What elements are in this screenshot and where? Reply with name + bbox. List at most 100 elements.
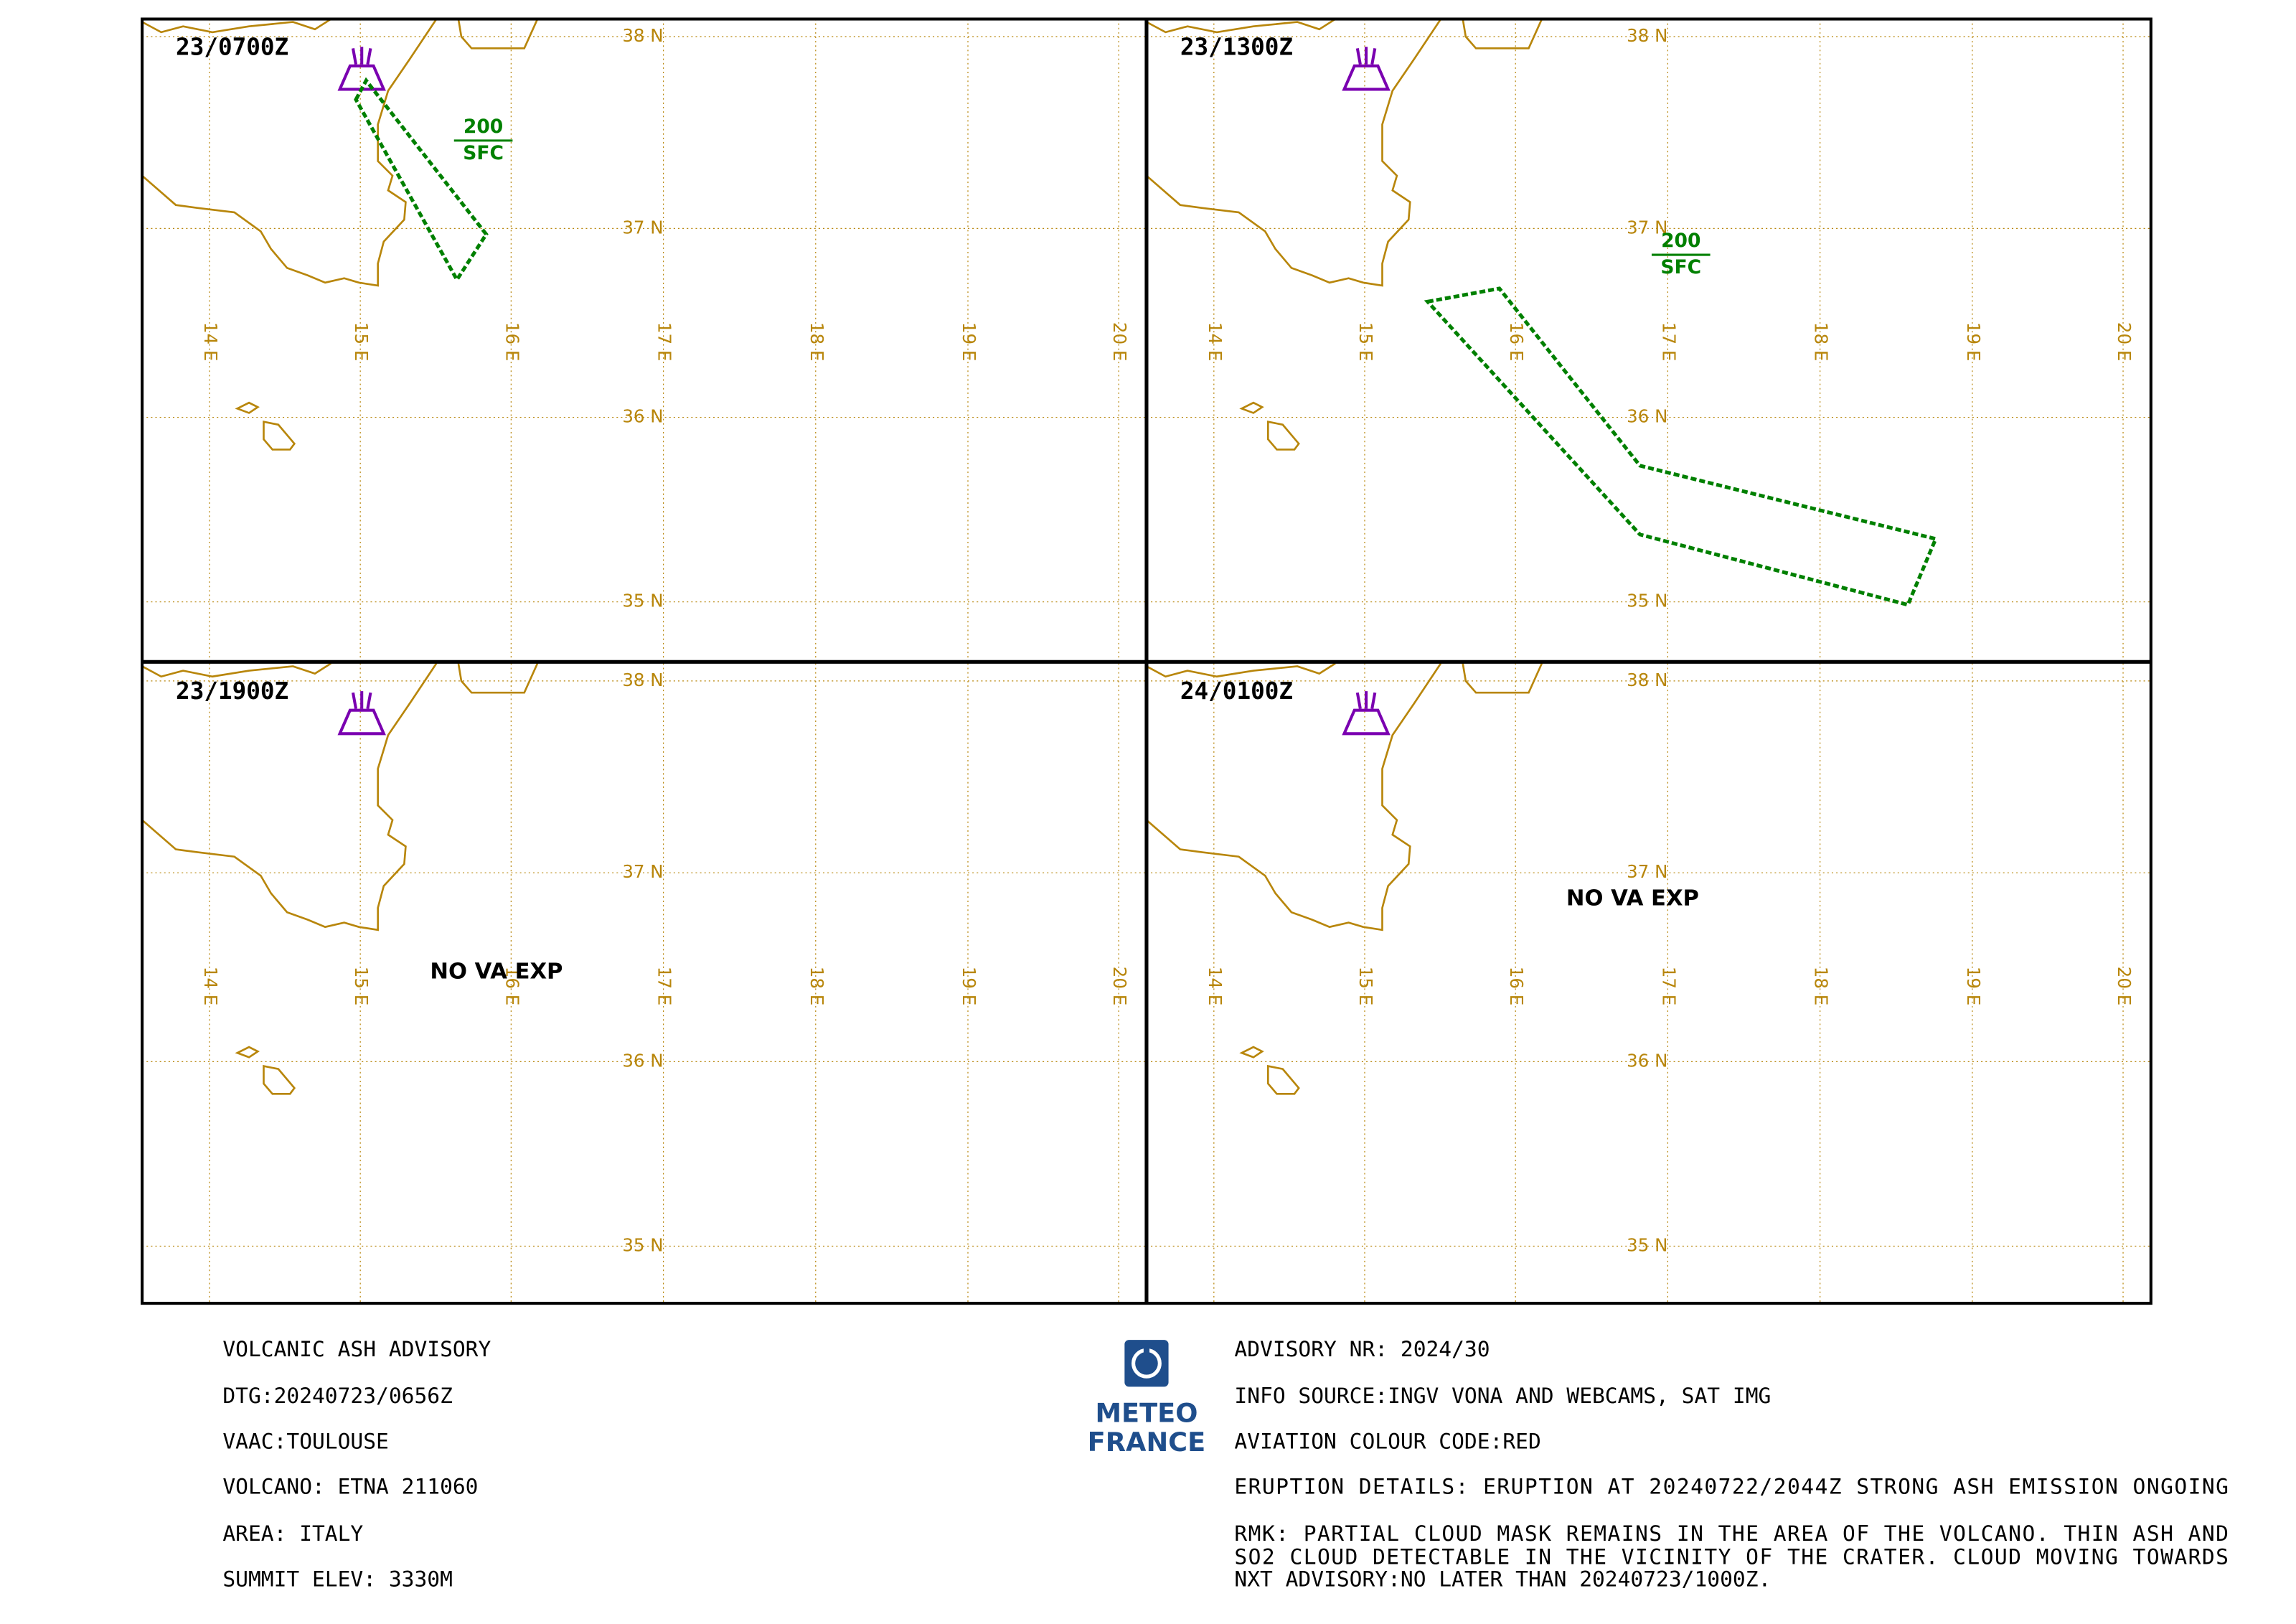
coastline	[142, 662, 438, 931]
advisory-text: VOLCANIC ASH ADVISORY DTG:20240723/0656Z V…	[222, 1337, 2229, 1591]
advisory-line: AVIATION COLOUR CODE:RED	[1234, 1429, 1540, 1453]
lat-label: 36 N	[622, 406, 663, 427]
remark: NO VA EXP	[1566, 886, 1699, 911]
coastline	[457, 19, 539, 50]
lon-label: 15 E	[1355, 967, 1376, 1005]
volcano-cone	[1342, 708, 1391, 736]
lon-label: 18 E	[806, 967, 827, 1005]
lon-label: 14 E	[1205, 322, 1225, 361]
coastline	[1146, 19, 1442, 287]
volcano-plume	[1355, 691, 1377, 710]
ash-area	[1424, 286, 1939, 607]
advisory-line: VOLCANIC ASH ADVISORY	[222, 1337, 491, 1361]
volcano-symbol	[337, 47, 386, 91]
panel-time: 23/1300Z	[1180, 33, 1293, 60]
coastline	[142, 662, 332, 678]
lat-label: 36 N	[622, 1050, 663, 1071]
volcano-cone	[337, 64, 386, 91]
advisory-line: AREA: ITALY	[222, 1521, 363, 1546]
lon-label: 16 E	[1506, 322, 1527, 361]
coastline	[263, 421, 296, 451]
advisory-line: VAAC:TOULOUSE	[222, 1429, 389, 1453]
coastline	[1267, 1064, 1300, 1095]
coastline	[457, 662, 539, 694]
coastline	[1462, 19, 1543, 50]
volcano-symbol	[337, 691, 386, 736]
lon-label: 14 E	[200, 967, 221, 1005]
lon-label: 17 E	[1658, 967, 1679, 1005]
ash-area	[354, 77, 489, 283]
map-panels: 38 N 37 N 36 N 35 N 14 E 15 E 16 E 17 E 18 E 19 E…	[141, 17, 2152, 1305]
map-layer: 38 N 37 N 36 N 35 N 14 E 15 E 16 E 17 E 18 E 19 E…	[1146, 662, 2151, 1304]
volcano-plume	[351, 691, 372, 710]
lon-label: 18 E	[806, 322, 827, 361]
volcano-cone	[337, 708, 386, 736]
map-panel: 38 N 37 N 36 N 35 N 14 E 15 E 16 E 17 E 18 E 19 E…	[142, 662, 1147, 1304]
map-panel: 38 N 37 N 36 N 35 N 14 E 15 E 16 E 17 E 18 E 19 E…	[1146, 19, 2151, 662]
lon-label: 14 E	[1205, 967, 1225, 1005]
advisory-line: ERUPTION DETAILS: ERUPTION AT 20240722/2…	[1234, 1475, 2229, 1499]
advisory-line: NXT ADVISORY:NO LATER THAN 20240723/1000…	[1234, 1567, 1771, 1591]
map-panel: 38 N 37 N 36 N 35 N 14 E 15 E 16 E 17 E 18 E 19 E…	[1146, 662, 2151, 1304]
coastline	[142, 19, 438, 287]
coastline	[235, 401, 260, 414]
coastline	[263, 1064, 296, 1095]
coastline	[1239, 1046, 1264, 1059]
lon-label: 20 E	[2114, 967, 2135, 1005]
volcano-cone	[1342, 64, 1391, 91]
lat-label: 38 N	[1627, 670, 1667, 690]
advisory-line: SUMMIT ELEV: 3330M	[222, 1567, 453, 1591]
lon-label: 15 E	[351, 967, 372, 1005]
logo: METEO FRANCE	[1088, 1340, 1205, 1458]
volcano-symbol	[1342, 47, 1391, 91]
lat-label: 36 N	[1627, 1050, 1667, 1071]
advisory-line: SO2 CLOUD DETECTABLE IN THE VICINITY OF …	[1234, 1545, 2229, 1569]
lon-label: 17 E	[654, 322, 675, 361]
remark: NO VA EXP	[430, 959, 563, 984]
ash-top-label: 200	[1661, 230, 1700, 252]
lat-label: 35 N	[622, 1235, 663, 1256]
lon-label: 14 E	[200, 322, 221, 361]
lat-label: 36 N	[1627, 406, 1667, 427]
lon-label: 20 E	[1109, 322, 1130, 361]
ash-base-label: SFC	[1660, 256, 1701, 278]
map-layer: 38 N 37 N 36 N 35 N 14 E 15 E 16 E 17 E 18 E 19 E…	[142, 662, 1147, 1304]
lon-label: 19 E	[1963, 967, 1984, 1005]
coastline	[1146, 662, 1442, 931]
lon-label: 19 E	[959, 322, 979, 361]
lat-label: 37 N	[622, 861, 663, 882]
ash-base-label: SFC	[463, 142, 504, 164]
coastline	[1239, 401, 1264, 414]
lat-label: 35 N	[1627, 591, 1667, 611]
advisory-line: ADVISORY NR: 2024/30	[1234, 1337, 1490, 1361]
volcano-plume	[1355, 47, 1377, 65]
lon-label: 20 E	[1109, 967, 1130, 1005]
lon-label: 17 E	[654, 967, 675, 1005]
logo-text: METEO	[1095, 1397, 1198, 1428]
panel-time: 24/0100Z	[1180, 677, 1293, 705]
lat-label: 38 N	[1627, 25, 1667, 46]
lat-label: 38 N	[622, 25, 663, 46]
lon-label: 18 E	[1811, 322, 1832, 361]
lon-label: 16 E	[1506, 967, 1527, 1005]
advisory-line: DTG:20240723/0656Z	[222, 1384, 453, 1408]
volcano-symbol	[1342, 691, 1391, 736]
ash-top-label: 200	[464, 116, 503, 138]
panel-time: 23/1900Z	[176, 677, 288, 705]
advisory-line: VOLCANO: ETNA 211060	[222, 1475, 478, 1499]
lat-label: 38 N	[622, 670, 663, 690]
map-panel: 38 N 37 N 36 N 35 N 14 E 15 E 16 E 17 E 18 E 19 E…	[142, 19, 1147, 662]
coastline	[1462, 662, 1543, 694]
lat-label: 37 N	[1627, 861, 1667, 882]
map-layer: 38 N 37 N 36 N 35 N 14 E 15 E 16 E 17 E 18 E 19 E…	[142, 19, 1147, 662]
coastline	[1267, 421, 1300, 451]
lon-label: 20 E	[2114, 322, 2135, 361]
lon-label: 19 E	[959, 967, 979, 1005]
map-layer: 38 N 37 N 36 N 35 N 14 E 15 E 16 E 17 E 18 E 19 E…	[1146, 19, 2151, 662]
lon-label: 19 E	[1963, 322, 1984, 361]
coastline	[142, 19, 332, 34]
lon-label: 15 E	[1355, 322, 1376, 361]
coastline	[235, 1046, 260, 1059]
